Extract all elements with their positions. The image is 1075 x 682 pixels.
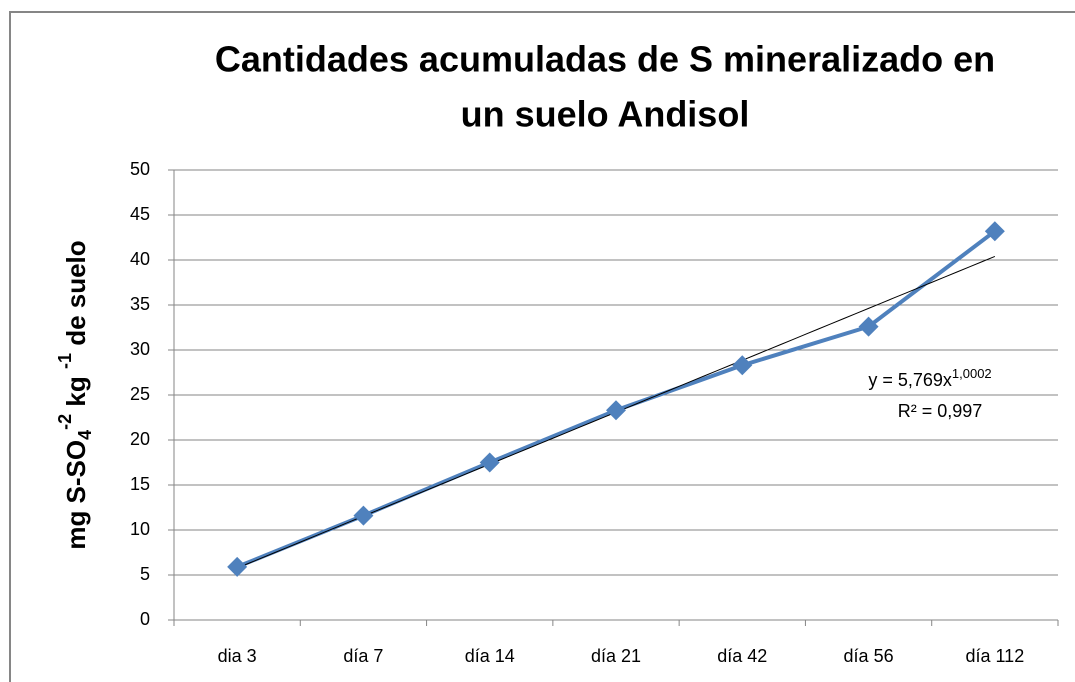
marker (227, 556, 248, 577)
y-axis-title-sup: -2 (55, 414, 75, 430)
trend-equation-text: y = 5,769x (868, 370, 952, 390)
y-axis-title-part: mg S-SO (61, 440, 91, 550)
y-tick-label: 50 (130, 159, 150, 179)
marker (732, 355, 753, 376)
marker (984, 221, 1005, 242)
x-tick-label: día 112 (965, 646, 1024, 666)
y-tick-label: 5 (140, 564, 150, 584)
marker (353, 505, 374, 526)
y-tick-label: 35 (130, 294, 150, 314)
marker (858, 316, 879, 337)
trend-equation-exponent: 1,0002 (952, 366, 992, 381)
trend-r2: R² = 0,997 (898, 401, 983, 421)
x-tick-label: día 21 (591, 646, 641, 666)
marker (479, 452, 500, 473)
chart-title: Cantidades acumuladas de S mineralizado … (215, 39, 995, 80)
x-tick-label: dia 3 (218, 646, 257, 666)
trend-equation: y = 5,769x1,0002 (868, 366, 991, 389)
chart-title: un suelo Andisol (461, 94, 750, 135)
y-tick-label: 0 (140, 609, 150, 629)
y-tick-label: 25 (130, 384, 150, 404)
x-tick-label: día 7 (343, 646, 383, 666)
y-axis-title-part: de suelo (61, 240, 91, 353)
x-tick-label: día 42 (717, 646, 767, 666)
y-tick-label: 45 (130, 204, 150, 224)
y-tick-label: 30 (130, 339, 150, 359)
y-tick-label: 10 (130, 519, 150, 539)
y-axis-title: mg S-SO4-2 kg -1 de suelo (55, 240, 95, 549)
x-tick-label: día 14 (465, 646, 515, 666)
y-tick-label: 40 (130, 249, 150, 269)
y-tick-label: 15 (130, 474, 150, 494)
x-tick-label: día 56 (844, 646, 894, 666)
y-axis-title-sub: 4 (75, 430, 95, 440)
marker (606, 400, 626, 421)
y-axis-title-part: kg (61, 369, 91, 414)
y-tick-label: 20 (130, 429, 150, 449)
y-axis-title-sup: -1 (55, 353, 75, 369)
chart-frame (9, 11, 1075, 682)
